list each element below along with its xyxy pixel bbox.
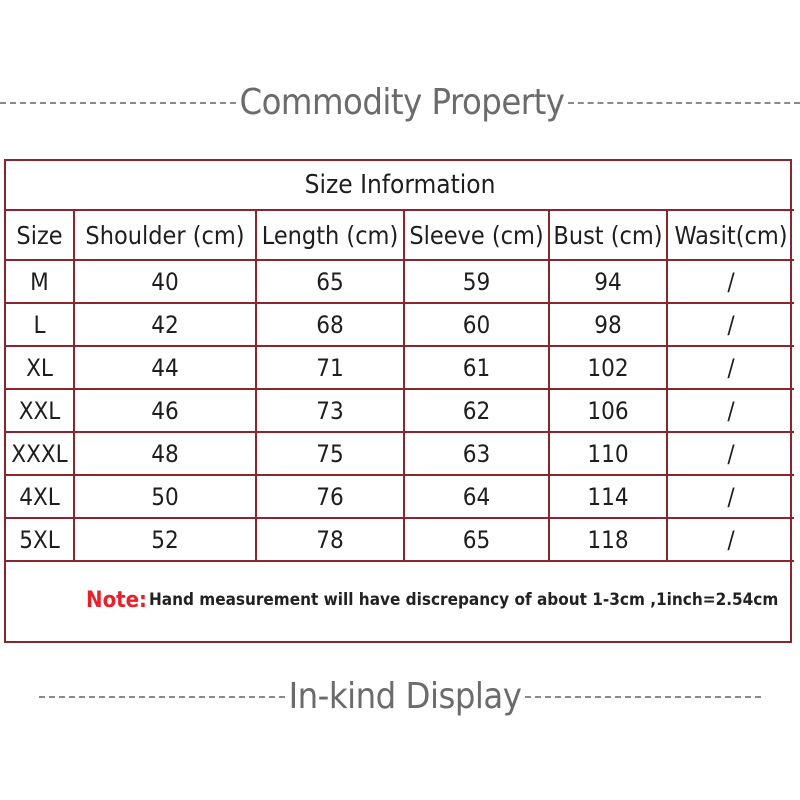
- measurement-cell: /: [665, 388, 795, 433]
- measurement-cell: 68: [255, 302, 405, 347]
- size-chart: Size Information Size Shoulder (cm) Length…: [4, 159, 795, 643]
- measurement-cell: /: [665, 345, 795, 390]
- measurement-cell: 60: [403, 302, 550, 347]
- table-row: XXXL 48 75 63 110/: [6, 431, 795, 476]
- table-header-row: Size Shoulder (cm) Length (cm) Sleeve (cm) B…: [6, 209, 795, 261]
- measurement-cell: 73: [255, 388, 405, 433]
- measurement-cell: 40: [73, 259, 257, 304]
- measurement-cell: /: [665, 517, 795, 562]
- column-header: Shoulder (cm): [73, 209, 257, 261]
- in-kind-display-heading: In-kind Display: [0, 676, 800, 717]
- heading-divider-right: [568, 101, 800, 104]
- measurement-cell: /: [665, 431, 795, 476]
- measurement-cell: 102: [548, 345, 668, 390]
- table-row: L 42 68 60 98/: [6, 302, 795, 347]
- measurement-cell: 50: [73, 474, 257, 519]
- measurement-cell: 65: [255, 259, 405, 304]
- measurement-cell: 118: [548, 517, 668, 562]
- measurement-cell: 44: [73, 345, 257, 390]
- measurement-cell: 61: [403, 345, 550, 390]
- measurement-cell: 46: [73, 388, 257, 433]
- table-row: M 40 65 59 94/: [6, 259, 795, 304]
- measurement-cell: 110: [548, 431, 668, 476]
- table-title: Size Information: [6, 161, 795, 211]
- measurement-cell: 59: [403, 259, 550, 304]
- measurement-cell: /: [665, 259, 795, 304]
- heading-divider-left: [38, 695, 285, 698]
- measurement-cell: 64: [403, 474, 550, 519]
- column-header: Bust (cm): [548, 209, 668, 261]
- measurement-note: Note: Hand measurement will have discrep…: [6, 559, 790, 641]
- measurement-cell: 75: [255, 431, 405, 476]
- commodity-property-title: Commodity Property: [239, 82, 565, 123]
- size-label-cell: 4XL: [6, 474, 75, 519]
- size-label-cell: XXL: [6, 388, 75, 433]
- measurement-cell: 106: [548, 388, 668, 433]
- measurement-cell: 63: [403, 431, 550, 476]
- heading-divider-right: [525, 695, 762, 698]
- measurement-cell: 48: [73, 431, 257, 476]
- table-row: XL 44 71 61 102/: [6, 345, 795, 390]
- table-row: 4XL 50 76 64 114/: [6, 474, 795, 519]
- size-label-cell: 5XL: [6, 517, 75, 562]
- column-header: Sleeve (cm): [403, 209, 550, 261]
- measurement-cell: 94: [548, 259, 668, 304]
- measurement-cell: /: [665, 302, 795, 347]
- column-header: Length (cm): [255, 209, 405, 261]
- commodity-property-heading: Commodity Property: [0, 82, 800, 123]
- heading-divider-left: [0, 101, 236, 104]
- size-label-cell: M: [6, 259, 75, 304]
- size-label-cell: XL: [6, 345, 75, 390]
- table-row: XXL 46 73 62 106/: [6, 388, 795, 433]
- measurement-cell: 114: [548, 474, 668, 519]
- measurement-cell: 52: [73, 517, 257, 562]
- size-label-cell: L: [6, 302, 75, 347]
- size-table: Size Information Size Shoulder (cm) Length…: [6, 161, 795, 562]
- size-label-cell: XXXL: [6, 431, 75, 476]
- column-header: Wasit(cm): [665, 209, 795, 261]
- table-title-row: Size Information: [6, 161, 795, 211]
- note-label: Note:: [86, 587, 147, 613]
- table-row: 5XL 52 78 65 118/: [6, 517, 795, 562]
- measurement-cell: 76: [255, 474, 405, 519]
- measurement-cell: 78: [255, 517, 405, 562]
- in-kind-display-title: In-kind Display: [288, 676, 522, 717]
- measurement-cell: 71: [255, 345, 405, 390]
- measurement-cell: 42: [73, 302, 257, 347]
- column-header: Size: [6, 209, 75, 261]
- measurement-cell: /: [665, 474, 795, 519]
- note-text: Hand measurement will have discrepancy o…: [148, 590, 779, 610]
- measurement-cell: 98: [548, 302, 668, 347]
- measurement-cell: 65: [403, 517, 550, 562]
- measurement-cell: 62: [403, 388, 550, 433]
